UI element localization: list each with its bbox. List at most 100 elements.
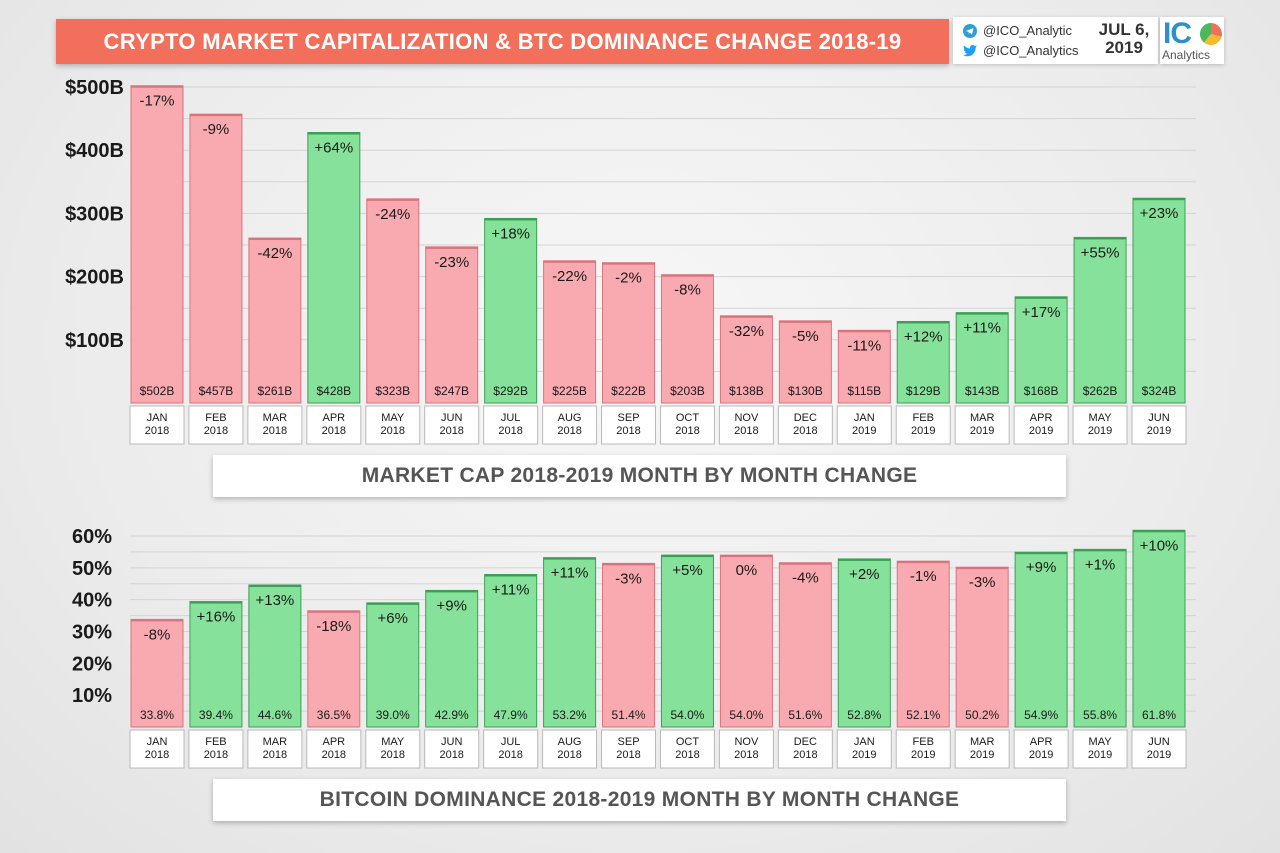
year-label: 2018	[204, 749, 228, 761]
chart-title: CRYPTO MARKET CAPITALIZATION & BTC DOMIN…	[103, 28, 902, 54]
bar	[837, 558, 891, 728]
year-label: 2018	[439, 749, 463, 761]
year-label: 2019	[1147, 425, 1171, 437]
y-tick-label: 20%	[72, 653, 112, 675]
value-label: $428B	[316, 384, 351, 398]
month-label: MAY	[1089, 736, 1113, 748]
year-label: 2019	[911, 425, 935, 437]
month-label-box	[483, 729, 539, 769]
year-label: 2019	[1088, 749, 1112, 761]
change-label: +6%	[378, 610, 408, 627]
bar	[543, 557, 597, 728]
bar	[366, 602, 420, 728]
value-label: $261B	[258, 384, 293, 398]
y-tick-label: 40%	[72, 590, 112, 612]
month-label: JUN	[1148, 736, 1169, 748]
publish-date-line1: JUL 6,	[1098, 20, 1150, 39]
month-label: MAR	[263, 412, 288, 424]
change-label: -11%	[847, 337, 881, 354]
y-tick-label: $400B	[65, 140, 124, 162]
month-label: JAN	[147, 412, 168, 424]
value-label: 44.6%	[258, 708, 292, 722]
change-label: 0%	[736, 562, 758, 579]
month-label: JAN	[854, 412, 875, 424]
change-label: +9%	[436, 597, 466, 614]
ico-analytics-logo: IC Analytics	[1160, 17, 1224, 64]
dominance-caption: BITCOIN DOMINANCE 2018-2019 MONTH BY MON…	[213, 779, 1066, 821]
change-label: -24%	[375, 206, 410, 223]
year-label: 2018	[322, 749, 346, 761]
value-label: $168B	[1024, 384, 1059, 398]
year-label: 2018	[322, 425, 346, 437]
y-tick-label: $100B	[65, 330, 124, 352]
year-label: 2018	[557, 749, 581, 761]
month-label-box	[129, 405, 185, 445]
month-label: AUG	[558, 736, 582, 748]
publish-date-line2: 2019	[1105, 38, 1143, 57]
month-label: MAY	[381, 736, 405, 748]
bar	[366, 198, 420, 404]
month-label-box	[1013, 405, 1069, 445]
y-tick-label: 30%	[72, 622, 112, 644]
change-label: -5%	[792, 328, 819, 345]
month-label-box	[129, 729, 185, 769]
month-label: JUN	[441, 736, 462, 748]
value-label: 51.6%	[788, 708, 822, 722]
month-label: APR	[1030, 412, 1053, 424]
value-label: 47.9%	[494, 708, 528, 722]
bar-top-edge	[602, 563, 655, 566]
bar	[778, 320, 832, 404]
y-tick-label: 60%	[72, 526, 112, 548]
value-label: $502B	[140, 384, 175, 398]
change-label: -42%	[257, 245, 292, 262]
social-handles-box: @ICO_Analytic @ICO_Analytics JUL 6, 2019	[953, 17, 1158, 64]
bar-top-edge	[779, 562, 832, 565]
bar-top-edge	[131, 85, 183, 88]
value-label: 54.9%	[1024, 708, 1058, 722]
year-label: 2018	[675, 749, 699, 761]
bar-top-edge	[366, 602, 419, 605]
bar	[660, 274, 714, 404]
year-label: 2018	[263, 749, 287, 761]
bar-top-edge	[1074, 237, 1127, 240]
bar-top-edge	[189, 114, 242, 117]
value-label: 52.8%	[847, 708, 881, 722]
month-label: SEP	[618, 736, 640, 748]
value-label: $129B	[906, 384, 941, 398]
bar-top-edge	[602, 262, 655, 265]
month-label: APR	[1030, 736, 1053, 748]
bar	[602, 562, 656, 728]
y-tick-label: 10%	[72, 685, 112, 707]
change-label: +13%	[255, 592, 294, 609]
change-label: -32%	[729, 323, 764, 340]
telegram-icon	[963, 23, 977, 38]
month-label: FEB	[913, 412, 934, 424]
month-label: DEC	[794, 736, 817, 748]
month-label: JUN	[1148, 412, 1169, 424]
month-label-box	[836, 729, 892, 769]
bar-top-edge	[1015, 296, 1068, 299]
change-label: +1%	[1085, 556, 1115, 573]
year-label: 2018	[439, 425, 463, 437]
bar	[1073, 548, 1127, 728]
month-label-box	[483, 405, 539, 445]
bar-top-edge	[307, 132, 360, 135]
month-label: JUL	[501, 736, 521, 748]
change-label: +12%	[904, 328, 943, 345]
month-label-box	[247, 405, 303, 445]
bar	[189, 113, 243, 404]
bar	[660, 554, 714, 728]
bar	[955, 312, 1009, 404]
bar-top-edge	[720, 315, 773, 318]
year-label: 2018	[498, 749, 522, 761]
logo-text: IC	[1163, 17, 1192, 50]
month-label: JUN	[441, 412, 462, 424]
month-label-box	[659, 405, 715, 445]
value-label: $143B	[965, 384, 1000, 398]
logo-subtitle: Analytics	[1162, 48, 1211, 62]
bar	[719, 554, 773, 728]
month-label-box	[777, 729, 833, 769]
bar	[896, 560, 950, 728]
value-label: $324B	[1142, 384, 1177, 398]
year-label: 2019	[852, 749, 876, 761]
